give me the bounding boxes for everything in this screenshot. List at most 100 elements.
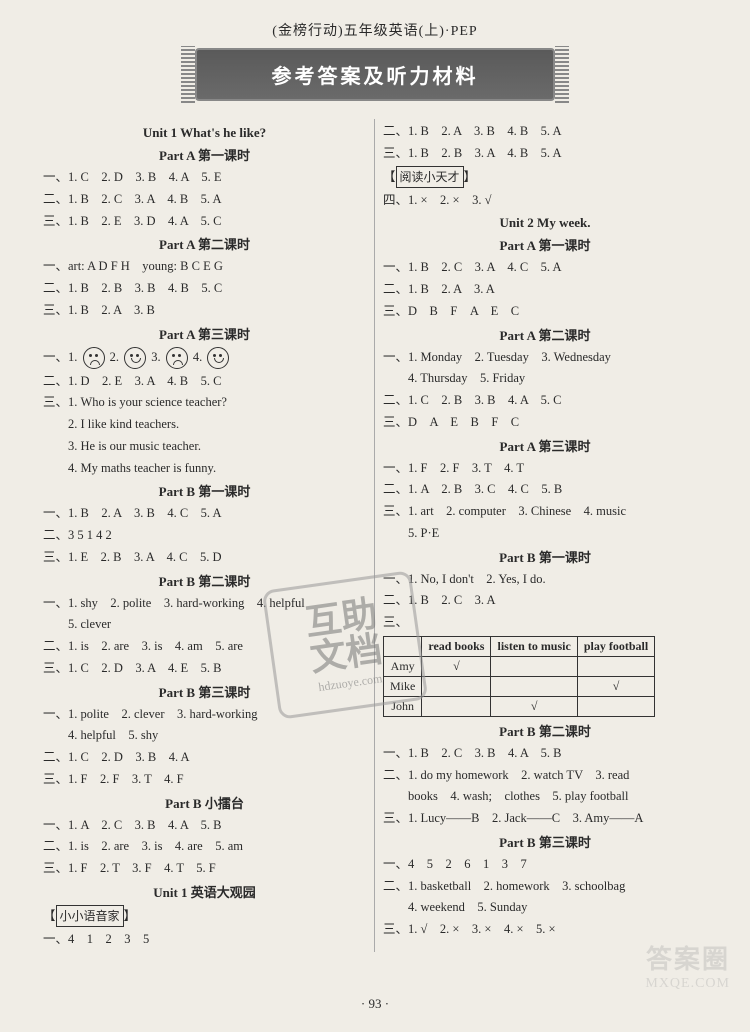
table-cell: Amy	[384, 656, 422, 676]
boxed-label: 阅读小天才	[396, 166, 464, 188]
part-b2-title: Part B 第二课时	[383, 721, 707, 740]
table-cell	[491, 656, 577, 676]
answer-line: 二、1. do my homework 2. watch TV 3. read	[383, 766, 707, 785]
part-a1-title: Part A 第一课时	[43, 145, 366, 164]
label: 一、1.	[43, 349, 77, 363]
activity-table: read books listen to music play football…	[383, 636, 655, 717]
frown-icon	[166, 347, 188, 369]
answer-line: 3. He is our music teacher.	[43, 437, 366, 456]
table-header: listen to music	[491, 636, 577, 656]
answer-line: 二、1. C 2. B 3. B 4. A 5. C	[383, 391, 707, 410]
table-cell	[577, 696, 654, 716]
two-column-layout: Unit 1 What's he like? Part A 第一课时 一、1. …	[35, 119, 715, 952]
part-a3-title: Part A 第三课时	[43, 324, 366, 343]
answer-line: 三、1. B 2. E 3. D 4. A 5. C	[43, 212, 366, 231]
answer-line: 一、1. F 2. F 3. T 4. T	[383, 459, 707, 478]
table-header: play football	[577, 636, 654, 656]
part-a2-title: Part A 第二课时	[43, 234, 366, 253]
answer-line: 4. Thursday 5. Friday	[383, 369, 707, 388]
answer-line: 二、1. basketball 2. homework 3. schoolbag	[383, 877, 707, 896]
answer-line: 一、1. Monday 2. Tuesday 3. Wednesday	[383, 348, 707, 367]
answer-line: 4. helpful 5. shy	[43, 726, 366, 745]
answer-line: 二、1. A 2. B 3. C 4. C 5. B	[383, 480, 707, 499]
part-a1-title: Part A 第一课时	[383, 235, 707, 254]
table-row: Mike √	[384, 676, 655, 696]
boxed-label-line: 【阅读小天才】	[383, 166, 707, 188]
answer-line: 三、1. E 2. B 3. A 4. C 5. D	[43, 548, 366, 567]
part-a2-title: Part A 第二课时	[383, 325, 707, 344]
table-row: Amy √	[384, 656, 655, 676]
answer-line: 三、D A E B F C	[383, 413, 707, 432]
frown-icon	[83, 347, 105, 369]
answer-line: 三、1. art 2. computer 3. Chinese 4. music	[383, 502, 707, 521]
answer-line: books 4. wash; clothes 5. play football	[383, 787, 707, 806]
answer-line: 一、art: A D F H young: B C E G	[43, 257, 366, 276]
answer-line: 一、1. No, I don't 2. Yes, I do.	[383, 570, 707, 589]
bottom-right-watermark: 答案圈 MXQE.COM	[645, 939, 730, 992]
watermark-url: MXQE.COM	[645, 976, 730, 992]
answer-line: 三、D B F A E C	[383, 302, 707, 321]
answer-line: 4. My maths teacher is funny.	[43, 459, 366, 478]
part-b3-title: Part B 第三课时	[43, 682, 366, 701]
answer-line: 一、1. A 2. C 3. B 4. A 5. B	[43, 816, 366, 835]
answer-line: 5. P·E	[383, 524, 707, 543]
answer-line: 二、1. B 2. A 3. A	[383, 280, 707, 299]
part-b2-title: Part B 第二课时	[43, 571, 366, 590]
answer-line: 四、1. × 2. × 3. √	[383, 191, 707, 210]
answer-line: 三、1. B 2. A 3. B	[43, 301, 366, 320]
answer-line: 二、1. D 2. E 3. A 4. B 5. C	[43, 372, 366, 391]
answer-line: 二、3 5 1 4 2	[43, 526, 366, 545]
part-b3-title: Part B 第三课时	[383, 832, 707, 851]
smile-icon	[124, 347, 146, 369]
answer-line: 5. clever	[43, 615, 366, 634]
table-header-row: read books listen to music play football	[384, 636, 655, 656]
right-column: 二、1. B 2. A 3. B 4. B 5. A 三、1. B 2. B 3…	[375, 119, 715, 952]
answer-line: 二、1. B 2. C 3. A	[383, 591, 707, 610]
label: 2.	[110, 349, 119, 363]
table-header: read books	[422, 636, 491, 656]
answer-line: 一、1. B 2. C 3. A 4. C 5. A	[383, 258, 707, 277]
boxed-label: 小小语音家	[56, 905, 124, 927]
watermark-brand: 答案圈	[645, 939, 730, 976]
part-blt-title: Part B 小擂台	[43, 793, 366, 812]
page-number: · 93 ·	[0, 996, 750, 1012]
table-cell: √	[577, 676, 654, 696]
answer-line: 二、1. B 2. C 3. A 4. B 5. A	[43, 190, 366, 209]
boxed-label-line: 【小小语音家】	[43, 905, 366, 927]
answer-line: 二、1. B 2. A 3. B 4. B 5. A	[383, 122, 707, 141]
table-cell	[577, 656, 654, 676]
answer-line: 二、1. is 2. are 3. is 4. am 5. are	[43, 637, 366, 656]
answer-line: 三、1. C 2. D 3. A 4. E 5. B	[43, 659, 366, 678]
answer-line: 一、4 5 2 6 1 3 7	[383, 855, 707, 874]
part-a3-title: Part A 第三课时	[383, 436, 707, 455]
answer-line: 三、1. Lucy——B 2. Jack——C 3. Amy——A	[383, 809, 707, 828]
answer-line: 一、1. shy 2. polite 3. hard-working 4. he…	[43, 594, 366, 613]
answer-line: 一、1. polite 2. clever 3. hard-working	[43, 705, 366, 724]
answer-line: 一、1. C 2. D 3. B 4. A 5. E	[43, 168, 366, 187]
smile-icon	[207, 347, 229, 369]
answer-line: 三、1. √ 2. × 3. × 4. × 5. ×	[383, 920, 707, 939]
answer-line: 2. I like kind teachers.	[43, 415, 366, 434]
answer-line: 一、4 1 2 3 5	[43, 930, 366, 949]
faces-line: 一、1. 2. 3. 4.	[43, 347, 366, 369]
header-subtitle: (金榜行动)五年级英语(上)·PEP	[35, 20, 715, 40]
unit1-title: Unit 1 What's he like?	[43, 125, 366, 141]
answer-line: 三、1. Who is your science teacher?	[43, 393, 366, 412]
left-column: Unit 1 What's he like? Part A 第一课时 一、1. …	[35, 119, 375, 952]
label: 4.	[193, 349, 202, 363]
table-cell: √	[491, 696, 577, 716]
label: 3.	[151, 349, 160, 363]
answer-line: 一、1. B 2. A 3. B 4. C 5. A	[43, 504, 366, 523]
table-cell	[491, 676, 577, 696]
answer-line: 三、1. B 2. B 3. A 4. B 5. A	[383, 144, 707, 163]
table-cell: Mike	[384, 676, 422, 696]
table-cell: √	[422, 656, 491, 676]
title-banner: 参考答案及听力材料	[195, 48, 555, 101]
answer-line: 二、1. B 2. B 3. B 4. B 5. C	[43, 279, 366, 298]
answer-line: 一、1. B 2. C 3. B 4. A 5. B	[383, 744, 707, 763]
unit1-big-title: Unit 1 英语大观园	[43, 882, 366, 901]
unit2-title: Unit 2 My week.	[383, 215, 707, 231]
part-b1-title: Part B 第一课时	[383, 547, 707, 566]
part-b1-title: Part B 第一课时	[43, 481, 366, 500]
answer-line: 4. weekend 5. Sunday	[383, 898, 707, 917]
